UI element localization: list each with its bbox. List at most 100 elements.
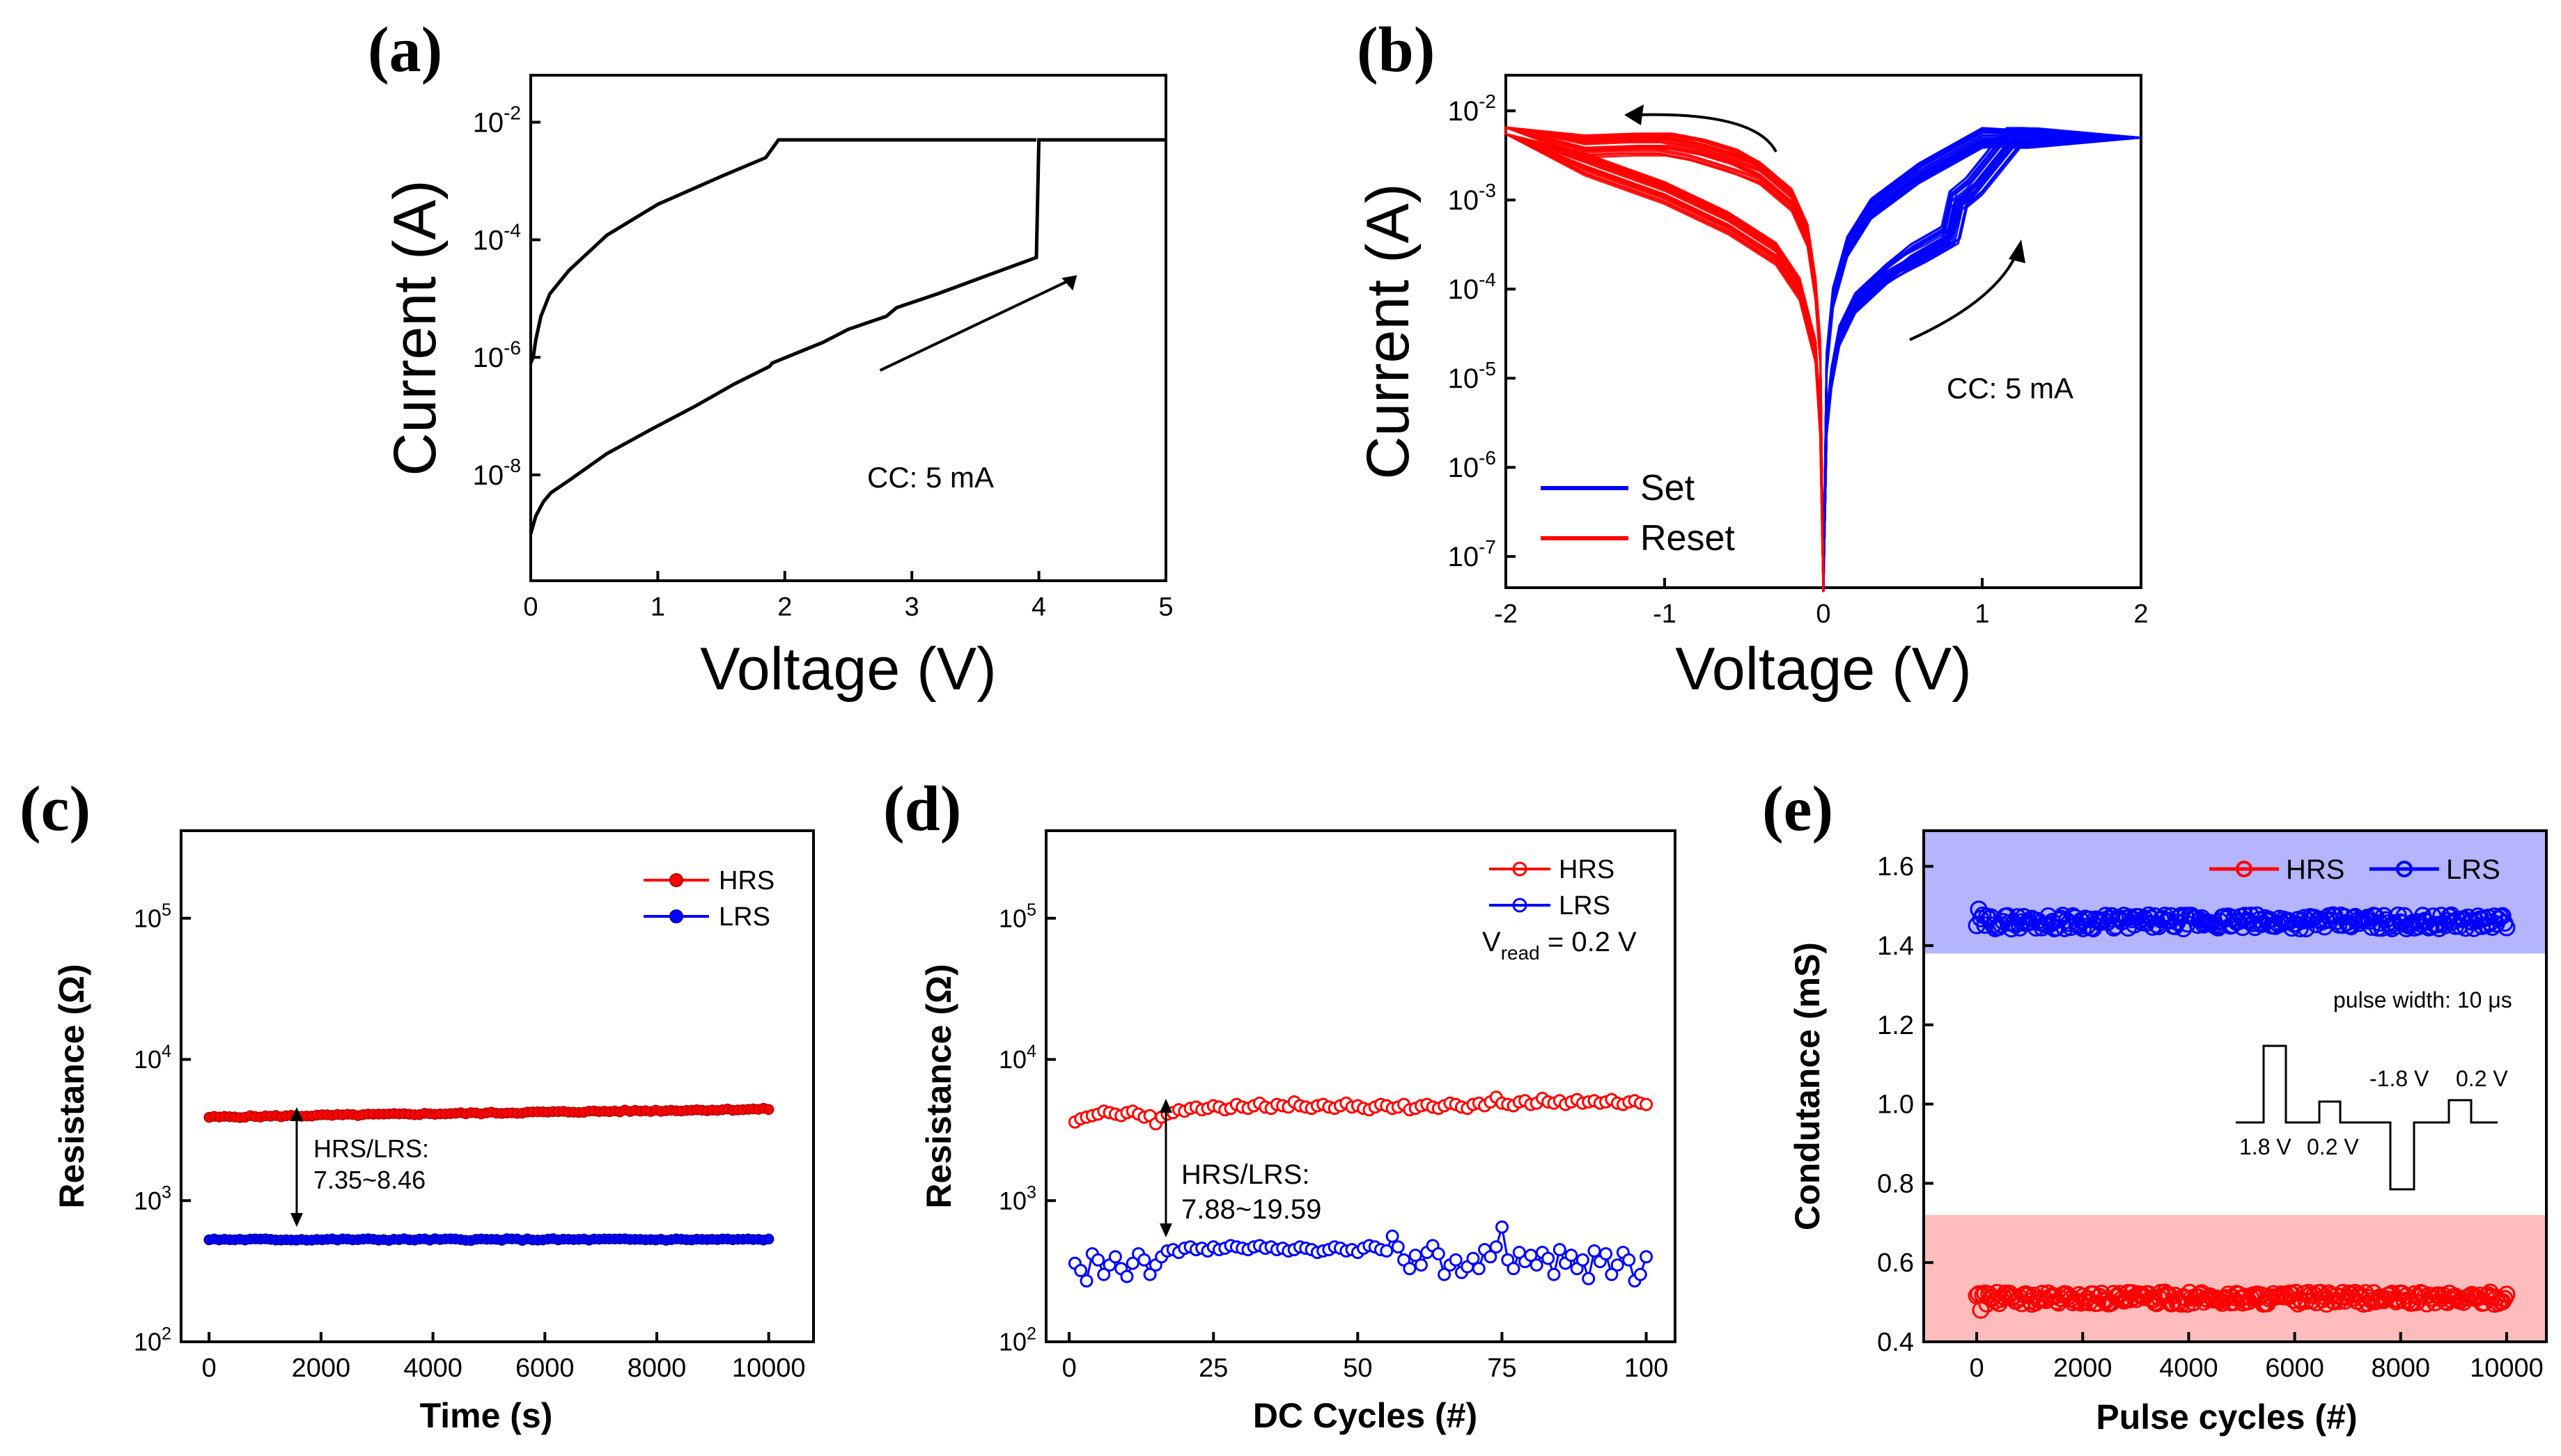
panel-a-y-tick-label: 10-2 <box>473 102 521 139</box>
lrs-point <box>1599 1247 1613 1261</box>
panel-d-x-tick-label: 50 <box>1343 1354 1372 1383</box>
lrs-point <box>1547 1267 1561 1281</box>
panel-b-series <box>1504 125 2142 593</box>
legend-set-label: Set <box>1640 468 1695 508</box>
lrs-point <box>1403 1262 1417 1276</box>
pulse-label-set: 1.8 V <box>2239 1134 2291 1159</box>
panel-c-x-tick-label: 8000 <box>628 1354 687 1383</box>
panel-a-x-ticks: 0 1 2 3 4 5 <box>523 571 1174 622</box>
lrs-point <box>1507 1262 1520 1276</box>
panel-e-y-tick-label: 1.6 <box>1877 852 1914 882</box>
panel-c-ratio-arrow <box>290 1107 303 1227</box>
lrs-point <box>1137 1253 1151 1267</box>
panel-b-set-arrowhead <box>2009 240 2025 263</box>
panel-e-y-label: Condutance (mS) <box>1788 942 1827 1230</box>
panel-d-x-tick-label: 0 <box>1062 1354 1077 1383</box>
lrs-point <box>2493 907 2512 925</box>
legend-lrs-label: LRS <box>1559 891 1610 921</box>
lrs-point <box>1466 1251 1480 1265</box>
panel-e-label: (e) <box>1762 773 1833 844</box>
iv-cycle-reset <box>1504 126 1825 593</box>
panel-e-x-tick-label: 8000 <box>2371 1354 2430 1383</box>
panel-d-vread-label: Vread = 0.2 V <box>1482 927 1637 964</box>
panel-a-frame <box>529 74 1167 582</box>
panel-e-legend: HRS LRS <box>2209 854 2500 885</box>
panel-a-x-tick-label: 0 <box>523 593 538 622</box>
panel-b-y-label: Current (A) <box>1355 183 1422 479</box>
lrs-point <box>1415 1258 1428 1272</box>
panel-e-series <box>1968 900 2516 1319</box>
legend-lrs-label: LRS <box>719 902 770 932</box>
hrs-point <box>2334 1283 2352 1301</box>
panel-e-y-tick-label: 0.6 <box>1877 1248 1914 1278</box>
lrs-point <box>1080 1274 1093 1287</box>
panel-d-ratio-title: HRS/LRS: <box>1181 1159 1310 1190</box>
pulse-label-read2: 0.2 V <box>2456 1066 2508 1091</box>
panel-d-x-tick-label: 100 <box>1624 1354 1668 1383</box>
panel-d-y-ticks: 105 104 103 102 <box>999 900 1056 1356</box>
panel-e: (e) 1.6 1.4 1.2 1.0 0.8 0.6 0.4 0 2000 4000 6000 8… <box>1762 773 2548 1437</box>
panel-b-set-arrow <box>1909 249 2020 341</box>
legend-hrs-label: HRS <box>1559 855 1614 884</box>
lrs-point <box>1552 1243 1566 1257</box>
lrs-point <box>1575 1253 1589 1267</box>
vread-subscript: read <box>1501 942 1540 964</box>
panel-e-y-ticks: 1.6 1.4 1.2 1.0 0.8 0.6 0.4 <box>1877 852 1933 1357</box>
lrs-point <box>1605 1267 1619 1281</box>
sweep-arrow-head <box>1061 275 1077 291</box>
panel-a: (a) 10-2 10-4 10-6 10-8 0 1 2 3 4 5 CC: 5 mA Vol… <box>368 14 1174 703</box>
panel-e-x-ticks: 0 2000 4000 6000 8000 10000 <box>1970 1332 2544 1383</box>
panel-e-y-tick-label: 1.4 <box>1877 932 1914 961</box>
legend-hrs-label: HRS <box>719 866 774 895</box>
panel-c-y-tick-label: 103 <box>134 1183 171 1215</box>
legend-lrs-marker <box>669 909 683 923</box>
hrs-point <box>763 1104 774 1116</box>
lrs-point <box>1541 1251 1555 1265</box>
panel-c-y-ticks: 105 104 103 102 <box>134 900 191 1356</box>
panel-b: (b) 10-2 10-3 10-4 10-5 10-6 10-7 -2 -1 0 1 2 CC:… <box>1355 14 2149 703</box>
panel-e-bands <box>1924 831 2546 1342</box>
panel-d-legend: HRS LRS <box>1489 855 1614 921</box>
panel-c-y-tick-label: 102 <box>134 1324 171 1356</box>
panel-d-y-tick-label: 102 <box>999 1324 1036 1356</box>
panel-a-cc-label: CC: 5 mA <box>867 461 994 494</box>
pulse-label-reset: -1.8 V <box>2369 1066 2429 1091</box>
hrs-point <box>2498 1285 2516 1304</box>
lrs-point <box>2465 919 2483 937</box>
lrs-point <box>1431 1247 1445 1261</box>
panel-b-x-label: Voltage (V) <box>1675 636 1971 703</box>
panel-c-frame <box>180 829 815 1343</box>
panel-e-x-tick-label: 4000 <box>2159 1354 2218 1383</box>
panel-d-x-label: DC Cycles (#) <box>1253 1396 1477 1435</box>
panel-e-y-tick-label: 1.0 <box>1877 1090 1914 1120</box>
panel-b-y-tick-label: 10-5 <box>1448 358 1496 394</box>
panel-a-sweep-arrow <box>879 275 1077 372</box>
lrs-point <box>1489 1240 1503 1254</box>
panel-d-y-tick-label: 105 <box>999 900 1036 932</box>
panel-b-y-tick-label: 10-6 <box>1448 447 1496 483</box>
panel-e-y-tick-label: 0.4 <box>1877 1328 1914 1357</box>
panel-a-label: (a) <box>368 14 442 85</box>
hrs-point <box>2142 1290 2160 1307</box>
panel-e-pulse-title: pulse width: 10 μs <box>2333 987 2512 1012</box>
lrs-point <box>1495 1220 1509 1234</box>
panel-d-ratio-arrow <box>1160 1099 1172 1237</box>
panel-c-x-tick-label: 2000 <box>292 1354 351 1383</box>
panel-a-x-tick-label: 4 <box>1032 593 1046 622</box>
lrs-point <box>2362 918 2381 936</box>
legend-reset-label: Reset <box>1640 518 1735 558</box>
panel-e-x-tick-label: 0 <box>1970 1354 1984 1383</box>
lrs-point <box>1564 1248 1578 1262</box>
pulse-label-read1: 0.2 V <box>2307 1134 2359 1159</box>
panel-b-y-tick-label: 10-4 <box>1448 269 1496 305</box>
hrs-band <box>1924 1214 2546 1342</box>
panel-c-x-tick-label: 4000 <box>403 1354 462 1383</box>
lrs-point <box>1126 1256 1139 1270</box>
lrs-point <box>2498 918 2516 937</box>
lrs-point <box>1622 1253 1636 1267</box>
lrs-point <box>1408 1248 1422 1262</box>
panel-c-y-tick-label: 104 <box>134 1042 171 1074</box>
iv-curve-return <box>529 138 1036 364</box>
panel-b-y-ticks: 10-2 10-3 10-4 10-5 10-6 10-7 <box>1448 91 1516 572</box>
